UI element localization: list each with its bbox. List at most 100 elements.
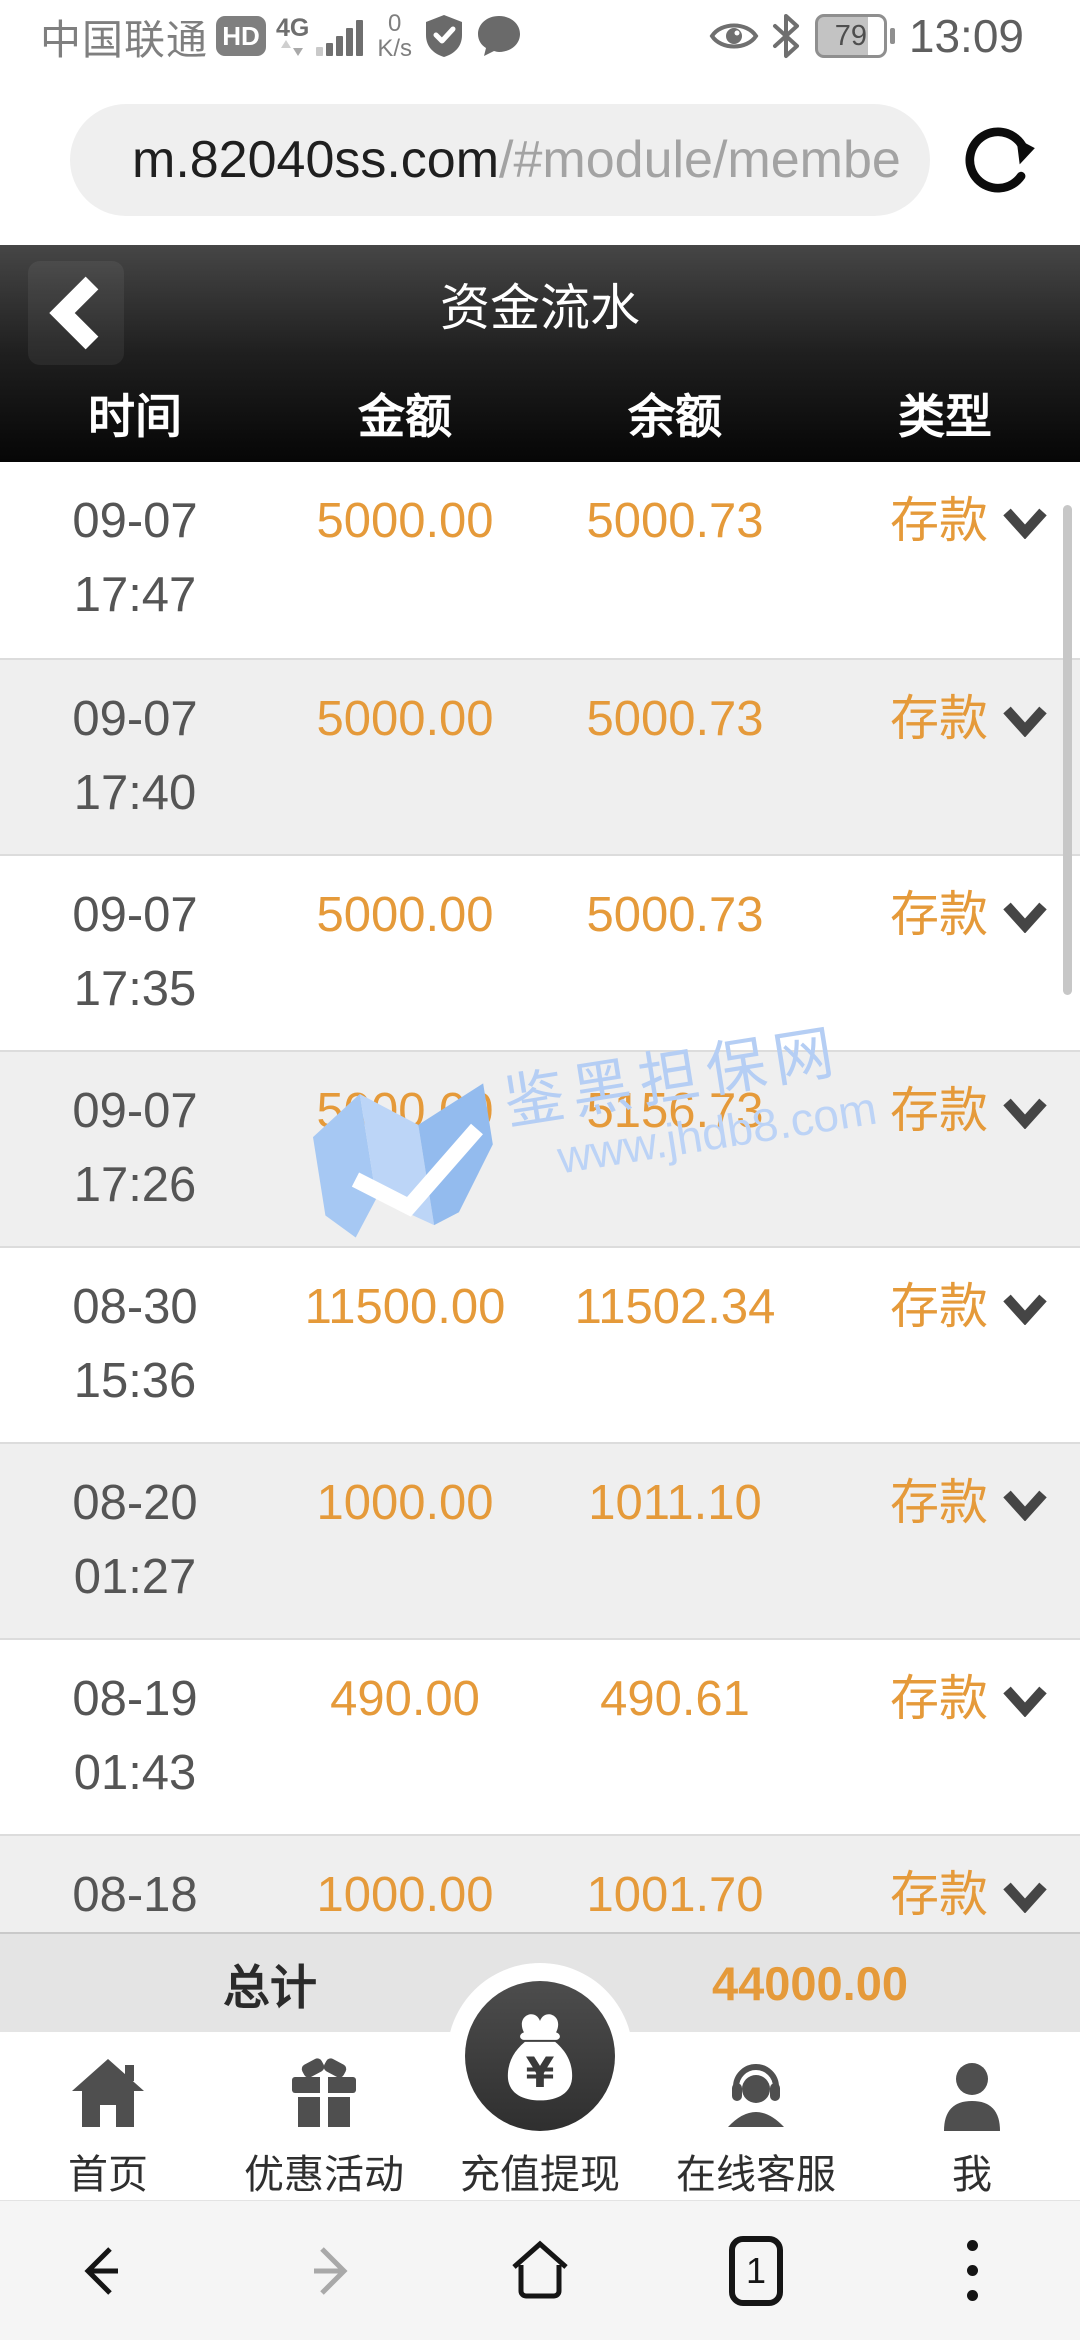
user-icon xyxy=(932,2048,1012,2138)
nav-item-deposit-withdraw[interactable]: 充值提现 xyxy=(432,2032,648,2200)
gift-icon xyxy=(284,2048,364,2138)
nav-label: 我 xyxy=(952,2153,992,2197)
tx-type: 存款 xyxy=(889,1868,988,1922)
deposit-withdraw-button[interactable]: ¥ xyxy=(447,1963,633,2149)
tx-type: 存款 xyxy=(889,1672,988,1726)
tx-balance: 5000.73 xyxy=(586,494,764,548)
nav-item-promotions[interactable]: 优惠活动 xyxy=(216,2032,432,2200)
chevron-down-icon[interactable] xyxy=(1002,507,1048,539)
android-forward-button[interactable] xyxy=(216,2201,432,2340)
chevron-down-icon[interactable] xyxy=(1002,1489,1048,1521)
chevron-down-icon[interactable] xyxy=(1002,1097,1048,1129)
table-row[interactable]: 09-07 17:47 5000.00 5000.73 存款 xyxy=(0,462,1080,658)
shield-check-icon xyxy=(424,13,464,59)
svg-text:¥: ¥ xyxy=(526,2048,555,2097)
url-bar[interactable]: m.82040ss.com/#module/membe xyxy=(70,104,930,216)
nav-label: 充值提现 xyxy=(460,2153,620,2197)
network-speed: 0 K/s xyxy=(377,10,413,62)
table-row[interactable]: 09-07 17:26 5000.00 5156.73 存款 xyxy=(0,1050,1080,1246)
chevron-down-icon[interactable] xyxy=(1002,705,1048,737)
money-bag-icon: ¥ xyxy=(507,2014,573,2101)
col-header-balance: 余额 xyxy=(628,390,722,443)
refresh-icon xyxy=(965,127,1035,193)
android-back-button[interactable] xyxy=(0,2201,216,2340)
chevron-down-icon[interactable] xyxy=(1002,1685,1048,1717)
android-home-button[interactable] xyxy=(432,2201,648,2340)
nav-item-home[interactable]: 首页 xyxy=(0,2032,216,2200)
overflow-menu-icon xyxy=(966,2233,978,2308)
tx-amount: 5000.00 xyxy=(316,692,494,746)
scrollbar-thumb[interactable] xyxy=(1063,505,1072,995)
tab-count-icon: 1 xyxy=(729,2235,783,2306)
tx-type: 存款 xyxy=(889,1476,988,1530)
browser-url-section: m.82040ss.com/#module/membe xyxy=(0,66,1080,245)
col-header-time: 时间 xyxy=(88,390,182,443)
page-title: 资金流水 xyxy=(440,280,640,336)
app-header: 资金流水 时间 金额 余额 类型 xyxy=(0,245,1080,462)
table-row[interactable]: 08-18 1000.00 1001.70 存款 xyxy=(0,1834,1080,1932)
table-row[interactable]: 08-19 01:43 490.00 490.61 存款 xyxy=(0,1638,1080,1834)
tx-time: 15:36 xyxy=(73,1354,197,1408)
table-row[interactable]: 09-07 17:35 5000.00 5000.73 存款 xyxy=(0,854,1080,1050)
home-icon xyxy=(68,2048,148,2138)
carrier-name: 中国联通 xyxy=(40,17,208,63)
tx-amount: 490.00 xyxy=(330,1672,480,1726)
nav-label: 首页 xyxy=(68,2153,148,2197)
table-row[interactable]: 09-07 17:40 5000.00 5000.73 存款 xyxy=(0,658,1080,854)
tx-amount: 5000.00 xyxy=(316,494,494,548)
chevron-down-icon[interactable] xyxy=(1002,1881,1048,1913)
tx-balance: 5000.73 xyxy=(586,692,764,746)
tx-date: 08-19 xyxy=(72,1672,198,1726)
tx-type: 存款 xyxy=(889,494,988,548)
nav-label: 优惠活动 xyxy=(244,2153,404,2197)
chevron-down-icon[interactable] xyxy=(1002,901,1048,933)
nav-label: 在线客服 xyxy=(676,2153,836,2197)
total-bar: 总计 44000.00 xyxy=(0,1932,1080,2032)
total-label: 总计 xyxy=(223,1960,317,2014)
tx-type: 存款 xyxy=(889,1280,988,1334)
refresh-button[interactable] xyxy=(952,114,1044,206)
table-row[interactable]: 08-20 01:27 1000.00 1011.10 存款 xyxy=(0,1442,1080,1638)
tx-type: 存款 xyxy=(889,888,988,942)
tx-amount: 1000.00 xyxy=(316,1476,494,1530)
tx-balance: 5000.73 xyxy=(586,888,764,942)
android-tabs-button[interactable]: 1 xyxy=(648,2201,864,2340)
home-outline-icon xyxy=(512,2240,568,2298)
nav-item-me[interactable]: 我 xyxy=(864,2032,1080,2200)
tx-time: 17:35 xyxy=(73,962,197,1016)
transaction-list: 09-07 17:47 5000.00 5000.73 存款 09-07 17:40… xyxy=(0,462,1080,1932)
nav-item-customer-service[interactable]: 在线客服 xyxy=(648,2032,864,2200)
table-row[interactable]: 08-30 15:36 11500.00 11502.34 存款 xyxy=(0,1246,1080,1442)
chevron-down-icon[interactable] xyxy=(1002,1293,1048,1325)
col-header-amount: 金额 xyxy=(358,390,452,443)
tx-time: 17:26 xyxy=(73,1158,197,1212)
android-menu-button[interactable] xyxy=(864,2201,1080,2340)
table-header-row: 时间 金额 余额 类型 xyxy=(0,363,1080,462)
back-button[interactable] xyxy=(28,261,124,365)
tx-balance: 1001.70 xyxy=(586,1868,764,1922)
message-bubble-icon xyxy=(476,14,522,58)
tx-date: 09-07 xyxy=(72,1084,198,1138)
status-bar: 中国联通 HD 4G 0 K/s xyxy=(0,0,1080,66)
data-arrows-icon xyxy=(280,40,303,56)
tx-balance: 490.61 xyxy=(600,1672,750,1726)
tx-time: 01:43 xyxy=(73,1746,197,1800)
tx-balance: 1011.10 xyxy=(588,1476,762,1530)
tx-time: 17:47 xyxy=(73,568,197,622)
eye-comfort-icon xyxy=(709,18,759,54)
tx-date: 08-30 xyxy=(72,1280,198,1334)
tx-balance: 11502.34 xyxy=(574,1280,776,1334)
tx-balance: 5156.73 xyxy=(586,1084,764,1138)
signal-strength-icon: 4G xyxy=(276,16,364,56)
tx-amount: 5000.00 xyxy=(316,888,494,942)
tx-date: 09-07 xyxy=(72,494,198,548)
bluetooth-icon xyxy=(771,13,801,59)
tx-date: 09-07 xyxy=(72,888,198,942)
url-path: /#module/membe xyxy=(499,131,901,189)
total-value: 44000.00 xyxy=(711,1956,909,2010)
tx-amount: 11500.00 xyxy=(304,1280,506,1334)
tx-date: 09-07 xyxy=(72,692,198,746)
back-chevron-icon xyxy=(49,276,99,350)
tx-date: 08-20 xyxy=(72,1476,198,1530)
status-time: 13:09 xyxy=(908,10,1024,62)
